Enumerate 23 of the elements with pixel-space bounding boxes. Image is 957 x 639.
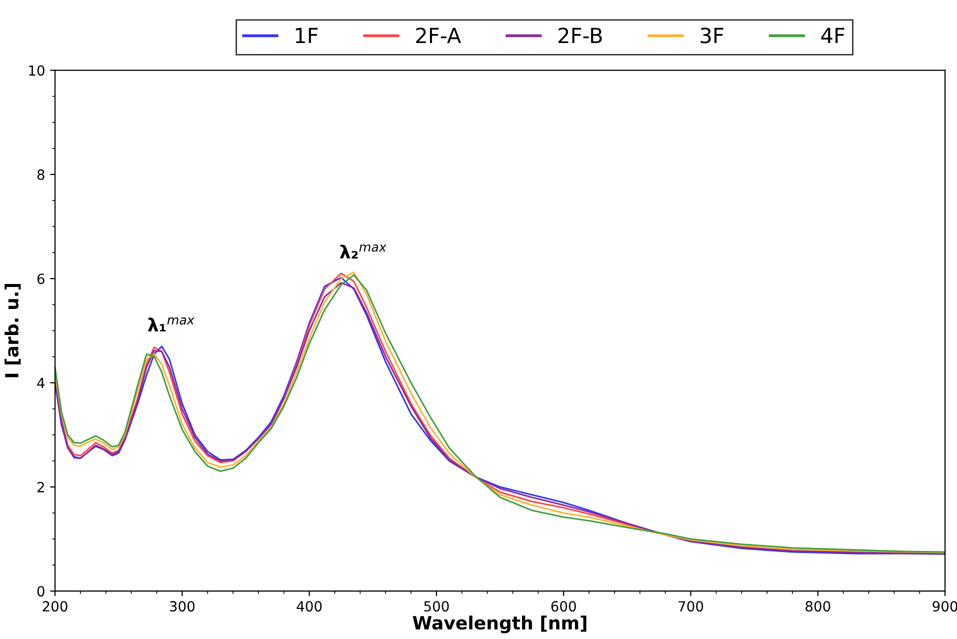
- y-axis-title: I [arb. u.]: [4, 284, 21, 378]
- y-tick-label: 4: [37, 378, 45, 388]
- x-tick-label: 200: [42, 601, 68, 612]
- x-tick-label: 700: [678, 601, 704, 612]
- y-tick-label: 8: [37, 169, 44, 180]
- x-tick-label: 500: [424, 601, 449, 612]
- x-tick-label: 600: [551, 601, 576, 612]
- x-tick-label: 900: [932, 601, 957, 612]
- legend-label: 4F: [821, 28, 844, 44]
- y-tick-label: 6: [37, 274, 44, 284]
- legend-label: 3F: [700, 28, 724, 44]
- y-tick-label: 10: [29, 65, 44, 76]
- x-tick-label: 400: [296, 601, 322, 612]
- legend-label: 1F: [296, 28, 318, 44]
- annotation: λ₂$^{max}$: [340, 244, 387, 259]
- x-tick-label: 300: [170, 601, 195, 612]
- legend-label: 2F-B: [558, 28, 602, 44]
- x-axis-title: Wavelength [nm]: [412, 616, 586, 634]
- annotation: λ₁$^{max}$: [148, 317, 195, 332]
- legend-label: 2F-A: [416, 28, 462, 44]
- y-tick-label: 2: [37, 482, 44, 492]
- y-tick-label: 0: [37, 586, 44, 597]
- x-tick-label: 800: [806, 601, 830, 612]
